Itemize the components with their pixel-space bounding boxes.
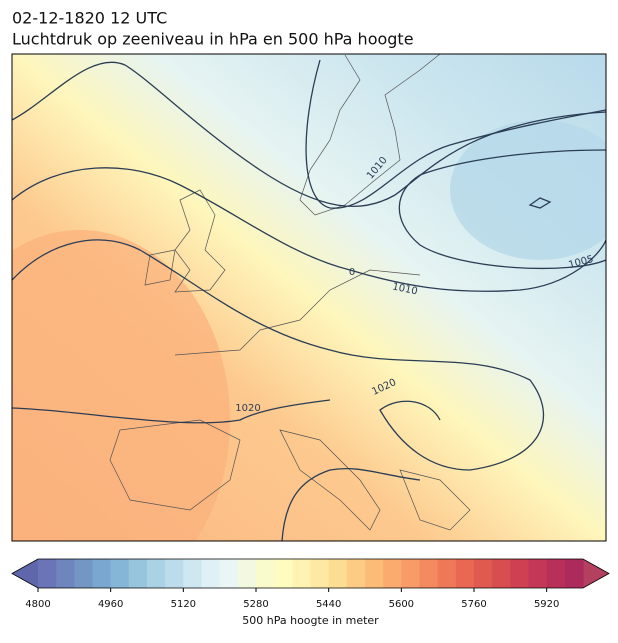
- colorbar-outline: [11, 558, 610, 589]
- tick-label: 4800: [25, 599, 50, 610]
- colorbar-band: [237, 559, 257, 588]
- colorbar-band: [437, 559, 457, 588]
- colorbar-band: [201, 559, 221, 588]
- colorbar-band: [219, 559, 239, 588]
- tick-label: 5440: [316, 599, 341, 610]
- pressure-contours: [12, 59, 606, 541]
- colorbar-band: [365, 559, 384, 588]
- colorbar-band: [292, 559, 311, 588]
- tick-label: 5600: [389, 599, 414, 610]
- colorbar-band: [147, 559, 166, 588]
- title-line-1: 02-12-1820 12 UTC: [12, 9, 167, 28]
- colorbar-band: [419, 559, 439, 588]
- colorbar-band: [528, 559, 548, 588]
- colorbar-label: 500 hPa hoogte in meter: [242, 614, 379, 627]
- colorbar-band: [346, 559, 366, 588]
- colorbar-band: [310, 559, 330, 588]
- tick-label: 5280: [243, 599, 268, 610]
- tick-label: 5120: [171, 599, 196, 610]
- tick-label: 5920: [534, 599, 559, 610]
- map-frame: [11, 53, 607, 542]
- colorbar-band: [256, 559, 275, 588]
- contour-label: 0: [349, 267, 355, 278]
- tick-label: 4960: [98, 599, 123, 610]
- colorbar-band: [165, 559, 184, 588]
- height-field: [450, 120, 606, 260]
- colorbar-band: [492, 559, 511, 588]
- map: 1010 0 1010 1005 1020 1020: [12, 54, 606, 541]
- colorbar-band: [38, 559, 57, 588]
- colorbar-band: [474, 559, 493, 588]
- contour-label: 1020: [235, 403, 260, 414]
- height-field: [12, 230, 230, 541]
- colorbar-band: [510, 559, 529, 588]
- colorbar-band: [74, 559, 93, 588]
- coastlines: [109, 54, 471, 531]
- colorbar-band: [56, 559, 75, 588]
- colorbar-band: [401, 559, 420, 588]
- colorbar-band: [564, 559, 584, 588]
- colorbar-band: [383, 559, 402, 588]
- colorbar-extend: [583, 559, 609, 588]
- colorbar-band: [274, 559, 293, 588]
- colorbar-extend: [12, 559, 38, 588]
- colorbar-band: [328, 559, 348, 588]
- contour-label: 1010: [391, 281, 418, 297]
- colorbar-band: [128, 559, 148, 588]
- title-line-2: Luchtdruk op zeeniveau in hPa en 500 hPa…: [12, 30, 414, 49]
- tick-label: 5760: [461, 599, 486, 610]
- colorbar-band: [110, 559, 130, 588]
- colorbar-band: [183, 559, 202, 588]
- colorbar-band: [92, 559, 112, 588]
- colorbar-band: [546, 559, 566, 588]
- colorbar-band: [455, 559, 475, 588]
